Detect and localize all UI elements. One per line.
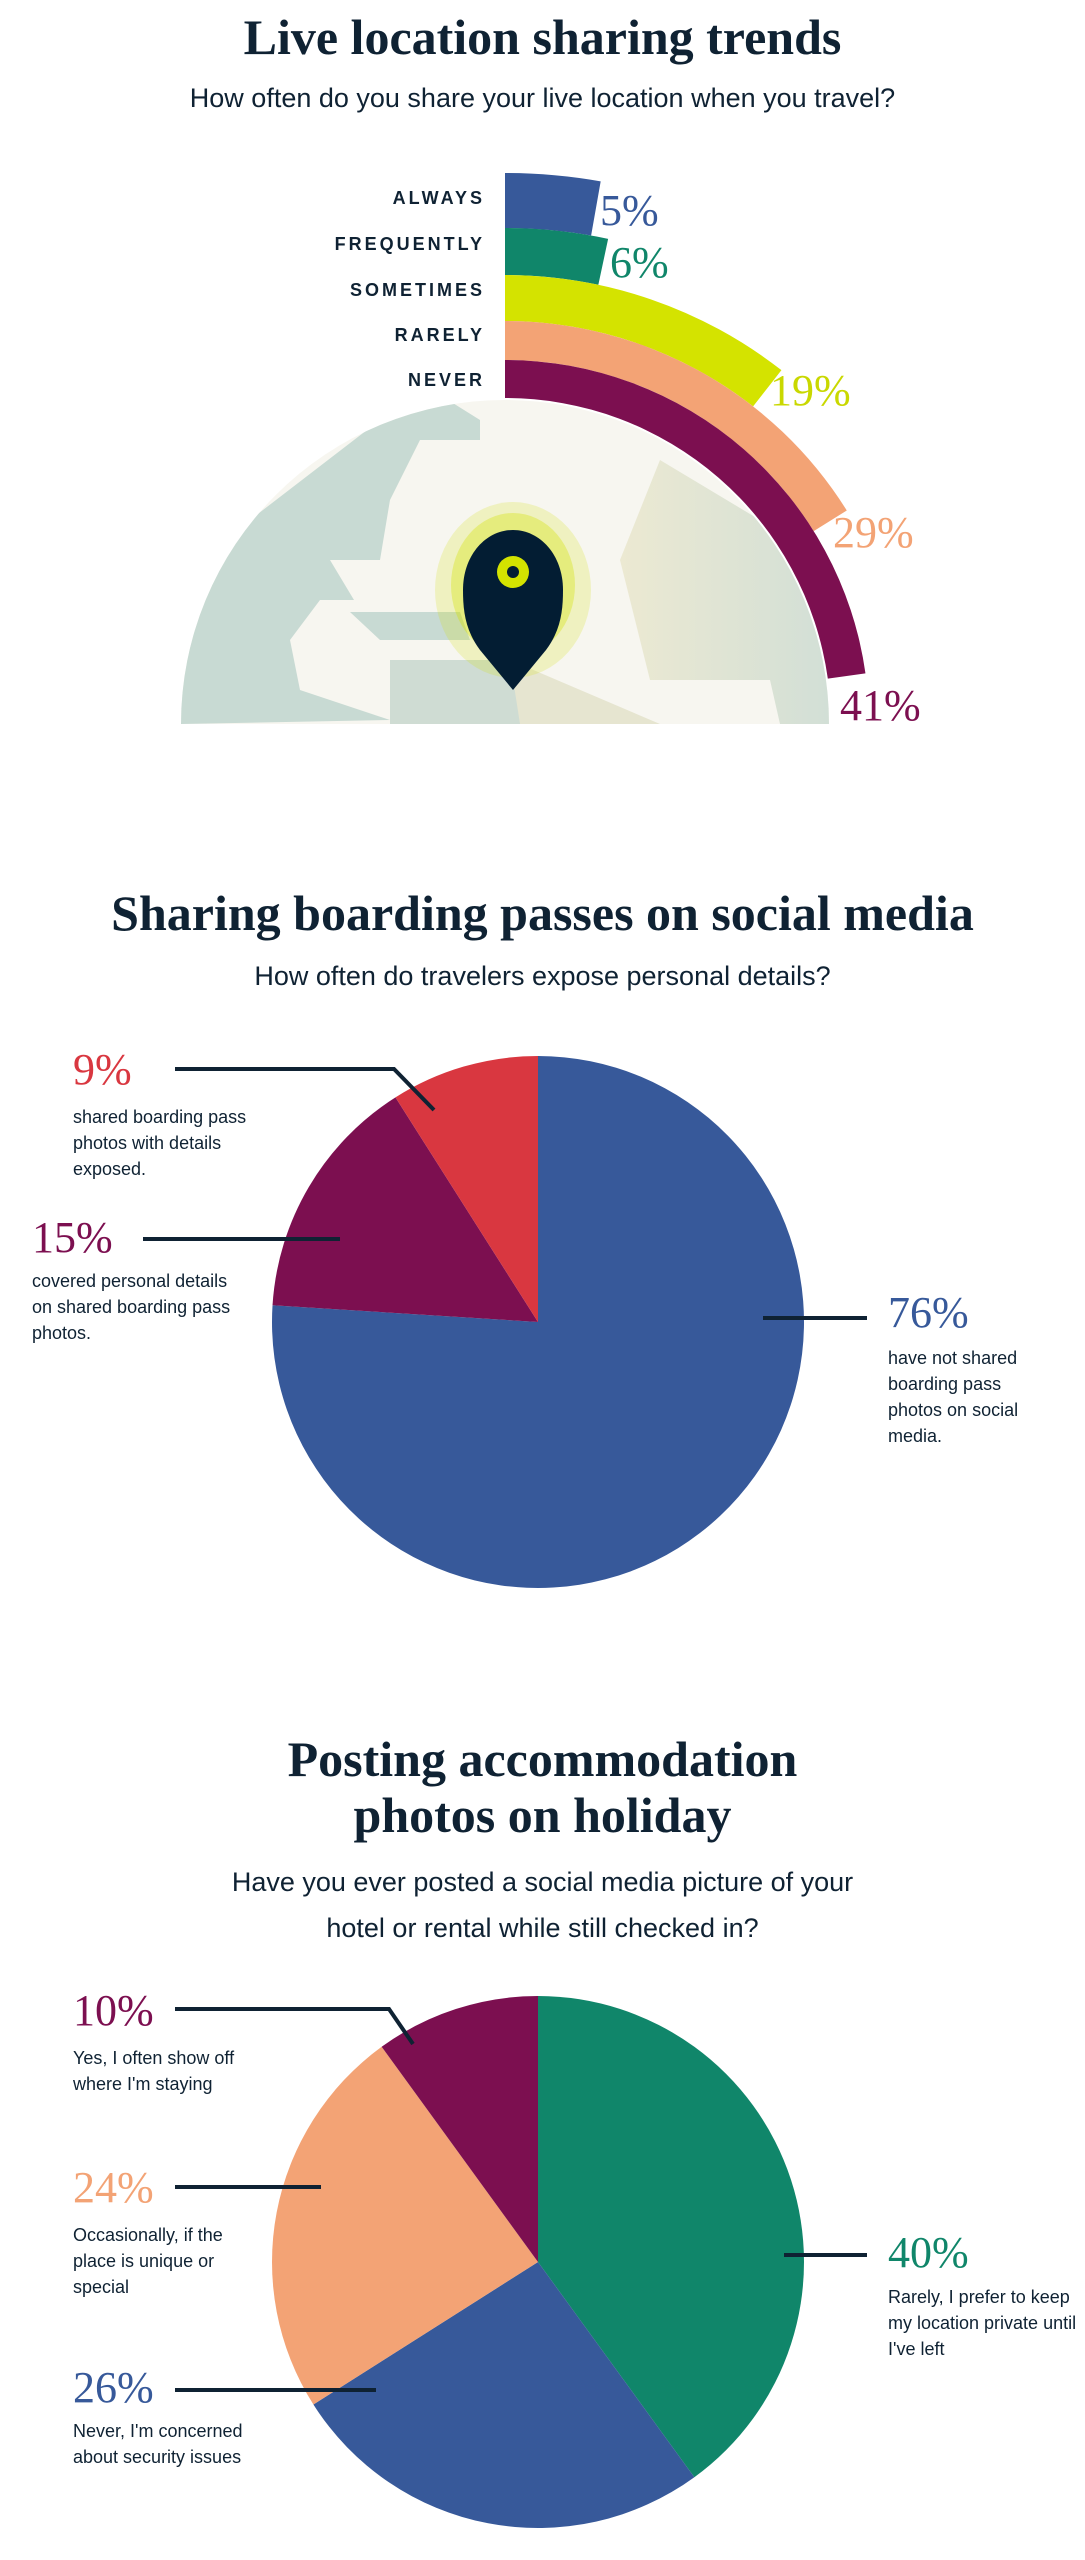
chart-1-subtitle: How often do you share your live locatio…: [189, 83, 896, 113]
radial-bar-always: [505, 173, 601, 236]
slice-label-26: 26%: [73, 2363, 154, 2412]
band-label-never: NEVER: [407, 370, 485, 390]
slice-desc-40: Rarely, I prefer to keep my location pri…: [888, 2287, 1077, 2359]
chart-3-title-line-2: photos on holiday: [353, 1787, 732, 1843]
pie-slice-26: [313, 2262, 695, 2528]
band-label-always: ALWAYS: [392, 188, 485, 208]
chart-2-title: Sharing boarding passes on social media: [111, 885, 974, 941]
slice-desc-15: covered personal details on shared board…: [32, 1271, 231, 1343]
leader-line: [175, 2007, 415, 2046]
chart-3-subtitle-line-1: Have you ever posted a social media pict…: [231, 1867, 854, 1897]
band-label-sometimes: SOMETIMES: [349, 280, 485, 300]
chart-3-title-line-1: Posting accommodation: [287, 1731, 798, 1787]
radial-bar-sometimes: [505, 275, 782, 407]
radial-bar-frequently: [505, 228, 609, 285]
slice-label-15: 15%: [32, 1213, 113, 1262]
chart-3-subtitle-line-2: hotel or rental while still checked in?: [326, 1913, 759, 1943]
pie-slice-10: [381, 1996, 538, 2262]
radial-bar-chart: [181, 173, 866, 724]
slice-label-40: 40%: [888, 2228, 969, 2277]
chart-2-subtitle: How often do travelers expose personal d…: [254, 961, 831, 991]
radial-bar-never: [505, 360, 866, 679]
chart-1-title: Live location sharing trends: [243, 9, 842, 65]
band-label-rarely: RARELY: [394, 325, 485, 345]
value-label-sometimes: 19%: [770, 366, 851, 415]
pie-slice-9: [395, 1056, 538, 1322]
slice-label-76: 76%: [888, 1288, 969, 1337]
leader-line: [175, 1067, 436, 1112]
slice-desc-24: Occasionally, if the place is unique or …: [73, 2225, 223, 2297]
slice-label-24: 24%: [73, 2163, 154, 2212]
pie-slice-15: [272, 1097, 538, 1322]
value-label-never: 41%: [840, 681, 921, 730]
value-label-frequently: 6%: [610, 238, 669, 287]
band-label-frequently: FREQUENTLY: [334, 234, 485, 254]
pie-slice-24: [271, 2046, 538, 2405]
value-label-always: 5%: [600, 186, 659, 235]
map-pin-icon: [435, 502, 591, 690]
pie-chart-accommodation: [175, 1996, 867, 2528]
pie-slice-40: [538, 1996, 805, 2478]
slice-label-10: 10%: [73, 1986, 154, 2035]
value-label-rarely: 29%: [833, 508, 914, 557]
slice-desc-10: Yes, I often show off where I'm staying: [73, 2048, 235, 2094]
slice-desc-9: shared boarding pass photos with details…: [73, 1107, 247, 1179]
slice-desc-76: have not shared boarding pass photos on …: [888, 1348, 1019, 1446]
pie-chart-boarding-passes: [143, 1056, 867, 1588]
radial-bar-rarely: [505, 321, 847, 532]
slice-desc-26: Never, I'm concerned about security issu…: [73, 2421, 243, 2467]
slice-label-9: 9%: [73, 1045, 132, 1094]
